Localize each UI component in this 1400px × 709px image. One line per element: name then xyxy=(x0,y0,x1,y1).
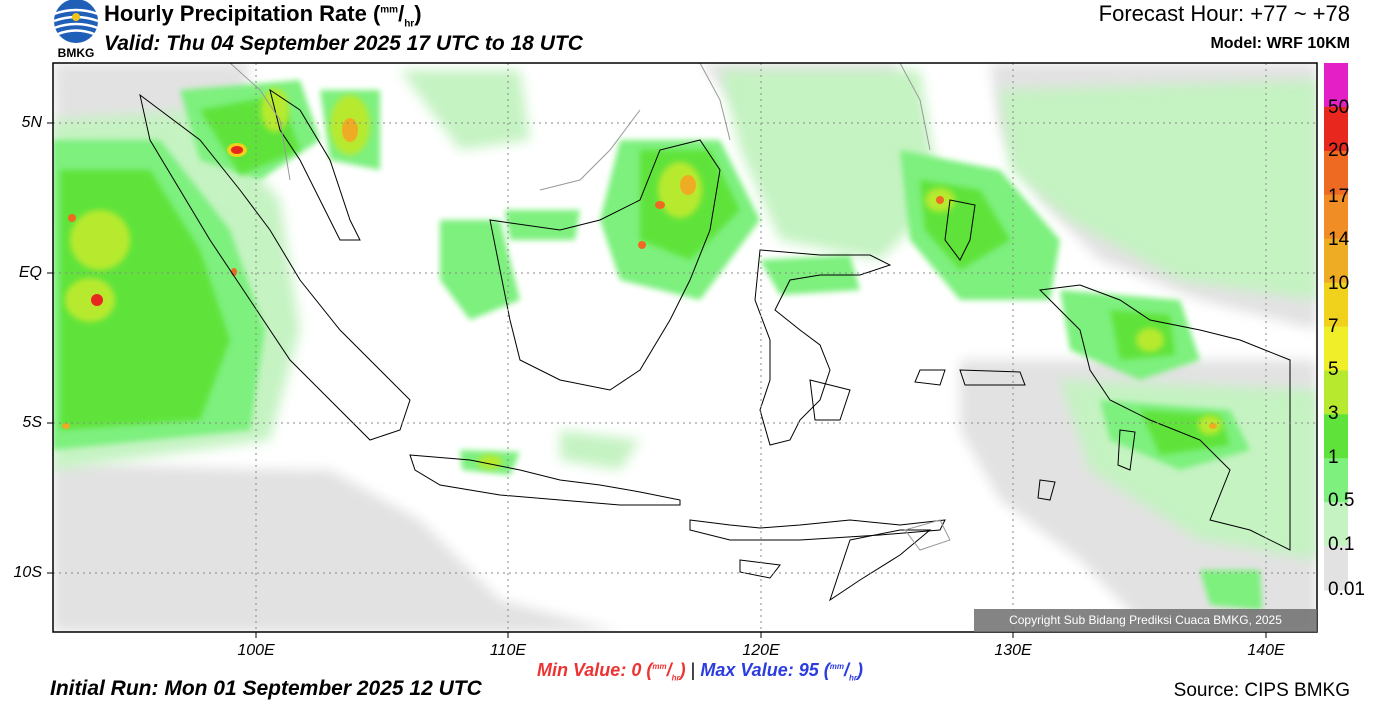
colorbar-label: 10 xyxy=(1328,273,1350,294)
lon-label-120e: 120E xyxy=(742,642,780,659)
colorbar-label: 0.1 xyxy=(1328,534,1355,555)
title-unit-hr: hr xyxy=(404,18,415,30)
min-max-values: Min Value: 0 (mm/hr) | Max Value: 95 (mm… xyxy=(0,660,1400,683)
max-unit-hr: hr xyxy=(849,673,858,683)
map-field xyxy=(53,63,1317,632)
max-unit-slash: / xyxy=(844,660,850,680)
colorbar-label: 5 xyxy=(1328,359,1339,380)
min-unit-mm: mm xyxy=(652,662,667,671)
colorbar-label: 17 xyxy=(1328,186,1350,207)
colorbar-swatch xyxy=(1324,502,1348,547)
colorbar-label: 0.5 xyxy=(1328,490,1355,511)
colorbar-swatch xyxy=(1324,63,1348,108)
title-close: ) xyxy=(414,1,422,26)
coastlines xyxy=(139,88,1291,602)
model-label: Model: WRF 10KM xyxy=(1210,35,1350,52)
colorbar-swatch xyxy=(1324,546,1348,591)
lat-label-5s: 5S xyxy=(22,414,42,431)
lon-label-110e: 110E xyxy=(489,642,527,659)
max-unit-mm: mm xyxy=(829,662,844,671)
min-label: Min Value: xyxy=(536,660,627,680)
bmkg-logo xyxy=(53,0,99,43)
lon-label-100e: 100E xyxy=(237,642,275,659)
colorbar-swatch xyxy=(1324,150,1348,196)
min-unit: (mm/hr) xyxy=(646,660,686,683)
minmax-separator: | xyxy=(690,660,696,680)
min-unit-slash: / xyxy=(666,660,672,680)
axis-ticks xyxy=(47,122,1267,638)
colorbar-swatch xyxy=(1324,370,1348,415)
lat-label-5n: 5N xyxy=(21,114,42,131)
valid-time: Valid: Thu 04 September 2025 17 UTC to 1… xyxy=(104,32,583,55)
colorbar-swatch xyxy=(1324,326,1348,371)
colorbar-label: 1 xyxy=(1328,447,1339,468)
colorbar xyxy=(1324,63,1348,591)
colorbar-label: 50 xyxy=(1328,97,1350,118)
max-label: Max Value: xyxy=(700,660,794,680)
logo-text: BMKG xyxy=(57,46,95,60)
title-main: Hourly Precipitation Rate ( xyxy=(104,1,381,26)
max-value: 95 xyxy=(798,660,819,680)
title-unit-slash: / xyxy=(398,1,405,26)
colorbar-swatch xyxy=(1324,194,1348,240)
colorbar-swatch xyxy=(1324,458,1348,503)
lon-label-140e: 140E xyxy=(1247,642,1285,659)
colorbar-label: 0.01 xyxy=(1328,579,1365,600)
min-unit-hr: hr xyxy=(671,673,680,683)
source-label: Source: CIPS BMKG xyxy=(1173,680,1350,701)
lat-label-eq: EQ xyxy=(18,264,42,281)
title-unit-mm: mm xyxy=(380,4,399,16)
graticule xyxy=(53,63,1317,632)
colorbar-label: 14 xyxy=(1328,229,1350,250)
colorbar-swatch xyxy=(1324,106,1348,152)
precip-cores xyxy=(62,118,1217,429)
colorbar-swatch xyxy=(1324,282,1348,327)
colorbar-label: 3 xyxy=(1328,403,1339,424)
initial-run: Initial Run: Mon 01 September 2025 12 UT… xyxy=(50,677,482,700)
lat-label-10s: 10S xyxy=(13,564,42,581)
colorbar-swatch xyxy=(1324,238,1348,284)
colorbar-label: 20 xyxy=(1328,140,1350,161)
colorbar-swatch xyxy=(1324,414,1348,459)
chart-title: Hourly Precipitation Rate (mm/hr) xyxy=(104,1,422,29)
forecast-hour: Forecast Hour: +77 ~ +78 xyxy=(1098,1,1350,26)
min-value: 0 xyxy=(631,660,642,680)
neighbour-coastlines xyxy=(229,63,951,551)
max-unit: (mm/hr) xyxy=(823,660,864,683)
map-frame xyxy=(52,62,1318,633)
copyright-notice: Copyright Sub Bidang Prediksi Cuaca BMKG… xyxy=(974,609,1317,632)
colorbar-label: 7 xyxy=(1328,316,1339,337)
lon-label-130e: 130E xyxy=(994,642,1032,659)
